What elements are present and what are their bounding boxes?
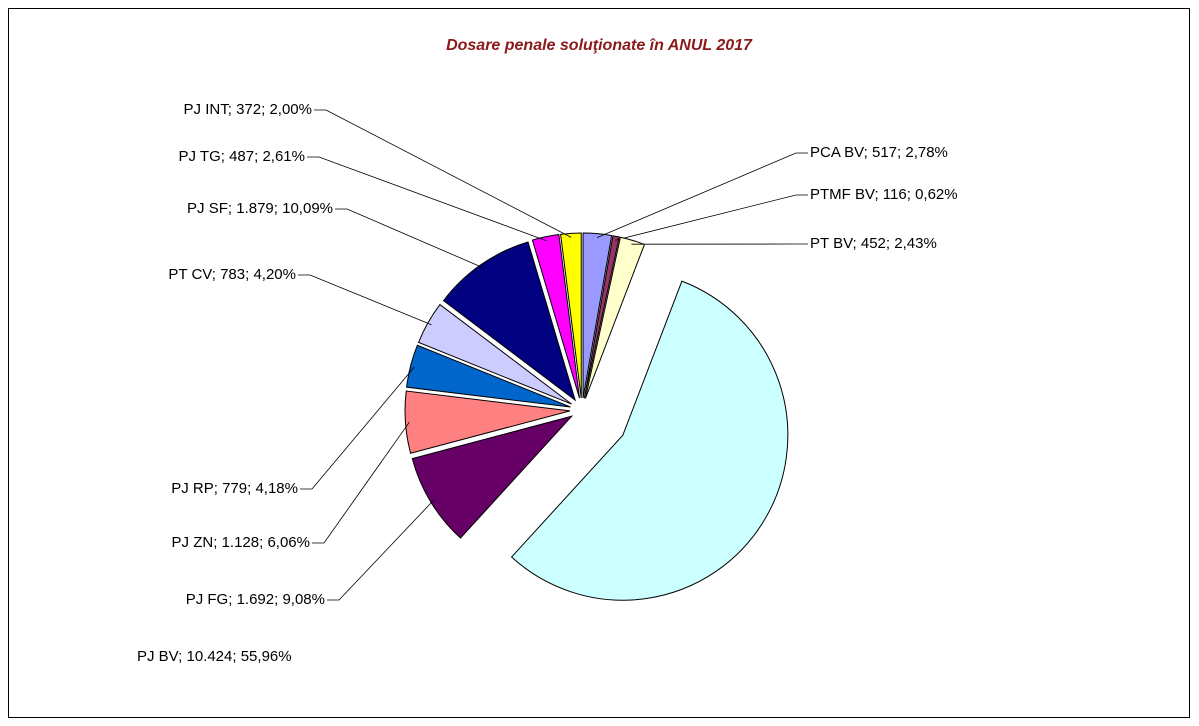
label-separator: ; bbox=[232, 648, 240, 665]
label-value: 783 bbox=[220, 266, 245, 283]
data-label: PJ INT; 372; 2,00% bbox=[184, 101, 312, 118]
label-separator: ; bbox=[213, 534, 221, 551]
label-category: PJ TG bbox=[179, 148, 221, 165]
label-separator: ; bbox=[245, 266, 253, 283]
data-label: PJ SF; 1.879; 10,09% bbox=[187, 200, 333, 217]
pie-slice bbox=[404, 390, 571, 454]
label-value: 116 bbox=[883, 186, 907, 203]
chart-title: Dosare penale soluţionate în ANUL 2017 bbox=[446, 37, 753, 54]
label-percent: 4,18% bbox=[255, 480, 298, 497]
label-category: PCA BV bbox=[810, 144, 864, 161]
label-value: 1.879 bbox=[236, 200, 274, 217]
label-separator: ; bbox=[261, 101, 269, 118]
pie-slice bbox=[582, 232, 613, 399]
label-percent: 4,20% bbox=[253, 266, 296, 283]
label-separator: ; bbox=[864, 144, 872, 161]
leader-line bbox=[300, 366, 415, 490]
label-percent: 10,09% bbox=[282, 200, 333, 217]
data-label: PCA BV; 517; 2,78% bbox=[810, 144, 948, 161]
pie-slice bbox=[583, 235, 620, 399]
data-label: PTMF BV; 116; 0,62% bbox=[810, 186, 958, 203]
label-percent: 55,96% bbox=[241, 648, 292, 665]
label-category: PJ BV bbox=[137, 648, 179, 665]
data-label: PT CV; 783; 4,20% bbox=[168, 266, 296, 283]
pie-slice bbox=[560, 232, 582, 399]
label-category: PJ RP bbox=[171, 480, 214, 497]
data-label: PT BV; 452; 2,43% bbox=[810, 235, 937, 252]
label-separator: ; bbox=[212, 266, 220, 283]
label-separator: ; bbox=[178, 648, 186, 665]
leader-line bbox=[307, 156, 547, 242]
leader-line bbox=[298, 274, 432, 326]
label-separator: ; bbox=[221, 148, 229, 165]
pie-slice bbox=[442, 241, 577, 402]
label-percent: 2,00% bbox=[269, 101, 312, 118]
pie-slice bbox=[417, 303, 572, 405]
label-separator: ; bbox=[897, 144, 905, 161]
label-separator: ; bbox=[874, 186, 882, 203]
label-percent: 0,62% bbox=[915, 186, 958, 203]
data-label: PJ FG; 1.692; 9,08% bbox=[186, 591, 325, 608]
label-separator: ; bbox=[228, 200, 236, 217]
label-separator: ; bbox=[254, 148, 262, 165]
label-value: 487 bbox=[229, 148, 254, 165]
label-separator: ; bbox=[907, 186, 915, 203]
label-percent: 9,08% bbox=[282, 591, 325, 608]
label-category: PJ SF bbox=[187, 200, 228, 217]
label-category: PT CV bbox=[168, 266, 212, 283]
label-separator: ; bbox=[853, 235, 861, 252]
label-value: 1.692 bbox=[237, 591, 275, 608]
data-label: PJ ZN; 1.128; 6,06% bbox=[172, 534, 310, 551]
label-percent: 6,06% bbox=[267, 534, 310, 551]
data-label: PJ RP; 779; 4,18% bbox=[171, 480, 298, 497]
label-separator: ; bbox=[214, 480, 222, 497]
label-value: 517 bbox=[872, 144, 897, 161]
label-separator: ; bbox=[274, 591, 282, 608]
label-separator: ; bbox=[247, 480, 255, 497]
pie-slice bbox=[531, 233, 581, 399]
data-label: PJ BV; 10.424; 55,96% bbox=[137, 648, 292, 665]
data-label: PJ TG; 487; 2,61% bbox=[179, 148, 306, 165]
pie-slice bbox=[406, 344, 571, 408]
label-percent: 2,43% bbox=[894, 235, 937, 252]
pie-slice bbox=[510, 280, 789, 601]
label-separator: ; bbox=[228, 591, 236, 608]
label-category: PJ FG bbox=[186, 591, 229, 608]
leader-line bbox=[615, 194, 808, 241]
pie-slice bbox=[411, 415, 574, 539]
label-separator: ; bbox=[886, 235, 894, 252]
label-value: 372 bbox=[236, 101, 261, 118]
leader-line bbox=[312, 421, 410, 544]
label-separator: ; bbox=[259, 534, 267, 551]
label-value: 452 bbox=[861, 235, 886, 252]
label-category: PJ ZN bbox=[172, 534, 214, 551]
label-percent: 2,78% bbox=[905, 144, 948, 161]
label-value: 10.424 bbox=[186, 648, 232, 665]
label-separator: ; bbox=[228, 101, 236, 118]
label-percent: 2,61% bbox=[262, 148, 305, 165]
leader-line bbox=[327, 499, 435, 601]
label-value: 779 bbox=[222, 480, 247, 497]
label-category: PTMF BV bbox=[810, 186, 875, 203]
label-separator: ; bbox=[274, 200, 282, 217]
leader-line bbox=[335, 208, 484, 269]
leader-line bbox=[596, 152, 808, 239]
label-value: 1.128 bbox=[222, 534, 260, 551]
leader-line bbox=[314, 109, 572, 238]
label-category: PT BV bbox=[810, 235, 853, 252]
label-category: PJ INT bbox=[184, 101, 230, 118]
